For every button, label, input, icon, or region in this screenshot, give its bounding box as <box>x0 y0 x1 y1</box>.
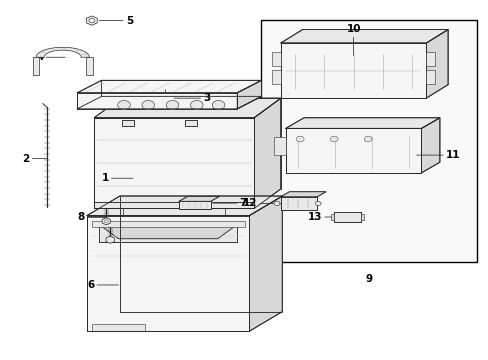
Polygon shape <box>86 57 93 75</box>
Text: 8: 8 <box>77 212 106 222</box>
Text: 6: 6 <box>87 280 118 290</box>
Polygon shape <box>280 43 426 98</box>
Circle shape <box>89 18 95 23</box>
Polygon shape <box>36 47 89 57</box>
Polygon shape <box>33 57 40 75</box>
Polygon shape <box>92 221 244 227</box>
Circle shape <box>273 201 279 206</box>
Text: 10: 10 <box>346 24 360 55</box>
Text: 9: 9 <box>365 274 372 284</box>
Text: 7: 7 <box>213 198 246 208</box>
Polygon shape <box>280 197 317 210</box>
Text: 5: 5 <box>99 15 133 26</box>
Polygon shape <box>86 16 97 25</box>
Polygon shape <box>92 324 145 331</box>
Polygon shape <box>426 30 447 98</box>
Polygon shape <box>254 98 280 208</box>
Circle shape <box>118 100 130 110</box>
Polygon shape <box>77 93 237 109</box>
Circle shape <box>364 136 371 142</box>
Polygon shape <box>94 202 254 208</box>
Polygon shape <box>77 80 261 93</box>
Polygon shape <box>285 129 421 173</box>
Circle shape <box>142 100 154 110</box>
Bar <box>261 20 476 262</box>
Polygon shape <box>237 80 261 109</box>
Circle shape <box>315 201 321 206</box>
Polygon shape <box>360 214 364 220</box>
Circle shape <box>104 220 108 223</box>
Circle shape <box>212 100 224 110</box>
Text: 1: 1 <box>102 173 133 183</box>
Polygon shape <box>179 196 219 201</box>
Polygon shape <box>421 118 439 173</box>
Bar <box>426 70 434 84</box>
Text: 4: 4 <box>36 52 65 62</box>
Polygon shape <box>87 216 249 331</box>
Polygon shape <box>99 225 237 242</box>
Polygon shape <box>249 196 282 331</box>
Polygon shape <box>185 120 197 126</box>
Polygon shape <box>106 236 114 243</box>
Polygon shape <box>99 225 237 239</box>
Circle shape <box>296 136 304 142</box>
Polygon shape <box>280 30 447 43</box>
Text: 3: 3 <box>174 93 210 103</box>
Circle shape <box>329 136 337 142</box>
Text: 13: 13 <box>307 212 338 222</box>
Text: 12: 12 <box>243 198 285 208</box>
Polygon shape <box>333 212 360 222</box>
Polygon shape <box>102 218 110 225</box>
Polygon shape <box>285 118 439 129</box>
Circle shape <box>166 100 179 110</box>
Polygon shape <box>280 192 325 197</box>
Text: 2: 2 <box>22 154 46 164</box>
Polygon shape <box>273 137 285 155</box>
Polygon shape <box>94 118 254 208</box>
Bar <box>426 52 434 66</box>
Text: 11: 11 <box>416 150 459 160</box>
Polygon shape <box>179 201 210 209</box>
Polygon shape <box>77 96 261 109</box>
Circle shape <box>190 100 203 110</box>
Polygon shape <box>94 98 280 118</box>
Polygon shape <box>330 214 333 220</box>
Bar <box>272 70 280 84</box>
Bar <box>272 52 280 66</box>
Polygon shape <box>122 120 134 126</box>
Polygon shape <box>87 196 282 216</box>
